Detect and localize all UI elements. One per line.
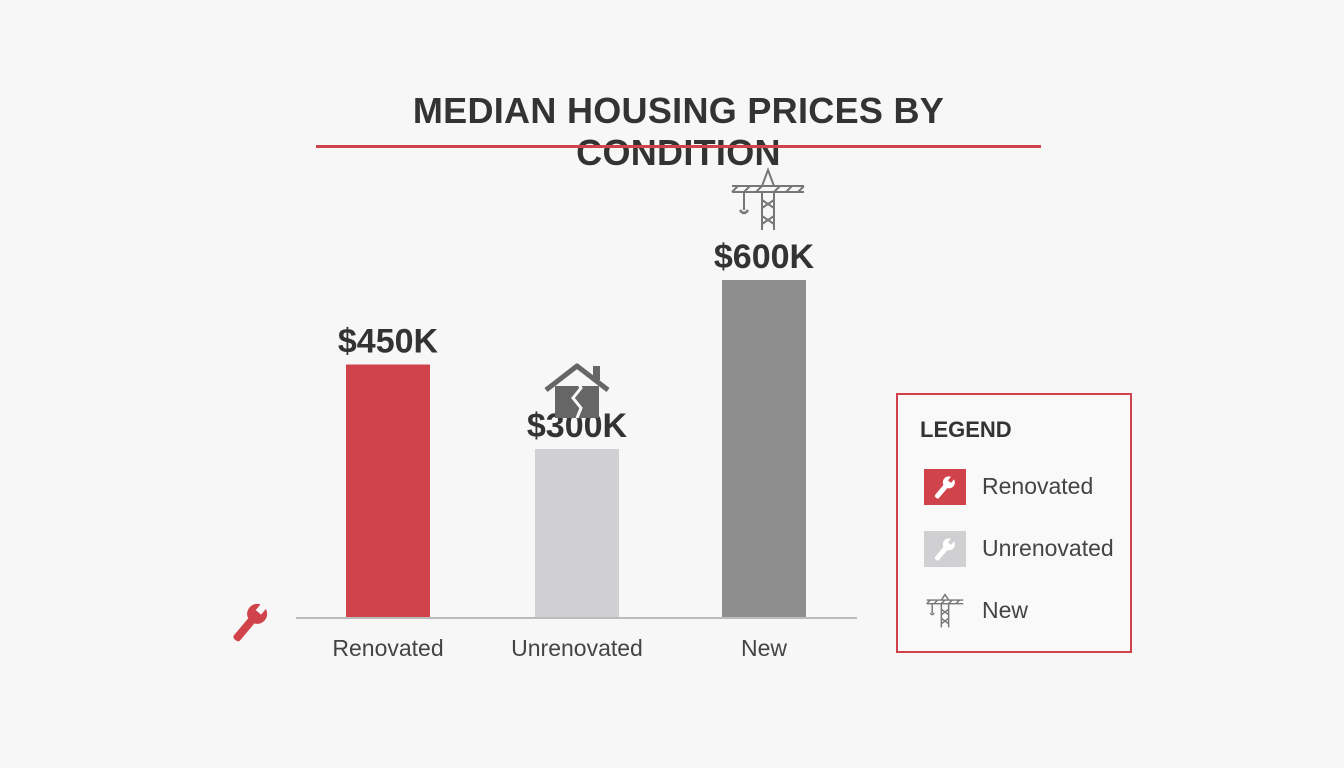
chart-title: MEDIAN HOUSING PRICES BY CONDITION — [412, 90, 945, 173]
legend-title: LEGEND — [920, 417, 1012, 442]
bar-new — [722, 280, 806, 618]
crane-icon — [924, 593, 966, 629]
bar-unrenovated — [535, 449, 619, 618]
category-label-unrenovated: Unrenovated — [511, 635, 643, 661]
value-label-new: $600K — [714, 238, 815, 276]
wrench-icon — [233, 600, 269, 642]
title-underline — [316, 145, 1041, 148]
legend-label-unrenovated: Unrenovated — [982, 535, 1114, 561]
legend-label-renovated: Renovated — [982, 473, 1094, 499]
wrench-icon — [924, 531, 966, 567]
crane-icon — [731, 167, 805, 230]
wrench-icon — [924, 469, 966, 505]
legend-label-new: New — [982, 597, 1029, 623]
broken-house-icon — [544, 363, 610, 419]
category-label-new: New — [741, 635, 787, 661]
legend-item-unrenovated: Unrenovated — [924, 531, 1124, 567]
value-label-renovated: $450K — [338, 323, 439, 361]
legend: LEGEND Renovated Unrenovated — [896, 393, 1132, 653]
bar-renovated — [346, 364, 430, 618]
category-label-renovated: Renovated — [332, 635, 443, 661]
legend-item-renovated: Renovated — [924, 469, 1124, 505]
legend-item-new: New — [924, 593, 1124, 629]
